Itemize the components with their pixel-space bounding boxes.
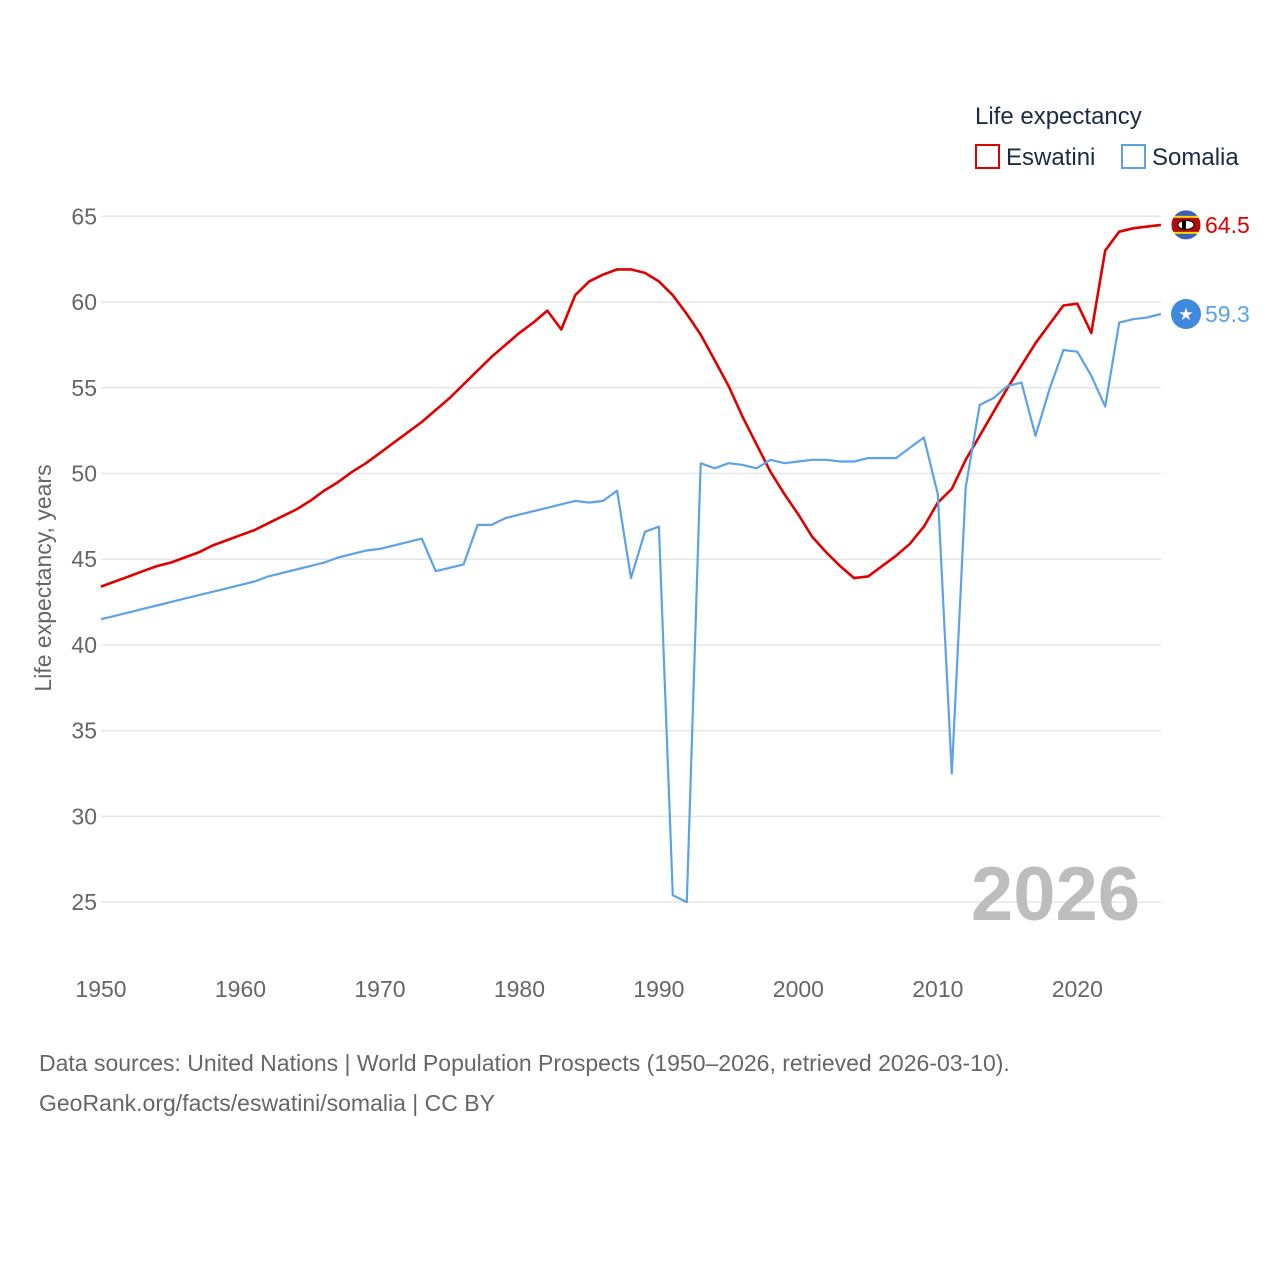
- data-sources: Data sources: United Nations | World Pop…: [39, 1050, 1010, 1076]
- legend-item-somalia[interactable]: Somalia: [1121, 144, 1239, 171]
- x-tick-1980: 1980: [494, 976, 545, 1002]
- end-label-eswatini: 64.5: [1205, 212, 1250, 238]
- series-lines: [100, 223, 1162, 904]
- y-tick-35: 35: [71, 718, 97, 744]
- y-tick-65: 65: [71, 203, 97, 229]
- x-tick-2010: 2010: [912, 976, 963, 1002]
- y-axis-ticks: 25 30 35 40 45 50 55 60 65: [71, 203, 97, 915]
- eswatini-flag-icon: [1170, 209, 1202, 241]
- legend: Life expectancy Eswatini Somalia: [975, 103, 1239, 171]
- x-tick-2020: 2020: [1052, 976, 1103, 1002]
- svg-text:★: ★: [1178, 305, 1193, 324]
- y-tick-30: 30: [71, 803, 97, 829]
- y-tick-45: 45: [71, 546, 97, 572]
- legend-item-eswatini[interactable]: Eswatini: [975, 144, 1095, 171]
- legend-label-eswatini: Eswatini: [1006, 144, 1095, 171]
- line-eswatini: [100, 223, 1162, 588]
- x-tick-1960: 1960: [215, 976, 266, 1002]
- gridlines: [101, 215, 1161, 903]
- y-tick-25: 25: [71, 889, 97, 915]
- legend-swatch-eswatini: [975, 144, 1000, 169]
- line-somalia: [100, 312, 1162, 904]
- y-tick-55: 55: [71, 375, 97, 401]
- y-tick-60: 60: [71, 289, 97, 315]
- legend-swatch-somalia: [1121, 144, 1146, 169]
- legend-label-somalia: Somalia: [1152, 144, 1239, 171]
- series-end-markers: 64.5 ★ 59.3: [1170, 209, 1250, 330]
- y-axis-label: Life expectancy, years: [30, 464, 56, 691]
- legend-title: Life expectancy: [975, 103, 1142, 130]
- x-tick-1970: 1970: [354, 976, 405, 1002]
- x-axis-ticks: 1950 1960 1970 1980 1990 2000 2010 2020: [75, 976, 1102, 1002]
- x-tick-2000: 2000: [773, 976, 824, 1002]
- end-label-somalia: 59.3: [1205, 301, 1250, 327]
- footer: Data sources: United Nations | World Pop…: [39, 1043, 1010, 1123]
- year-watermark: 2026: [971, 852, 1140, 937]
- y-tick-40: 40: [71, 632, 97, 658]
- y-tick-50: 50: [71, 460, 97, 486]
- x-tick-1950: 1950: [75, 976, 126, 1002]
- x-tick-1990: 1990: [633, 976, 684, 1002]
- somalia-flag-icon: ★: [1171, 299, 1201, 330]
- credit-link[interactable]: GeoRank.org/facts/eswatini/somalia | CC …: [39, 1090, 495, 1116]
